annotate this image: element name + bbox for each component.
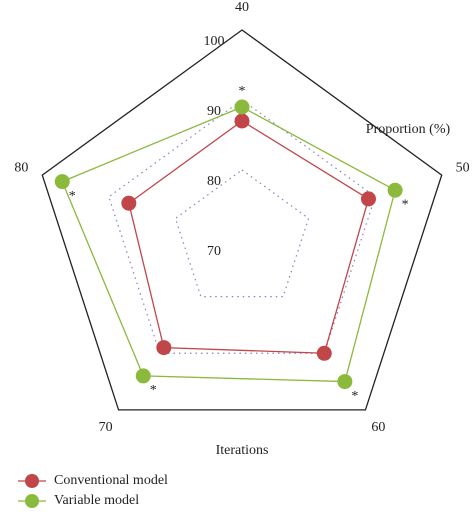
data-point bbox=[121, 195, 137, 211]
r-tick-label: 70 bbox=[207, 244, 221, 259]
series-line bbox=[61, 106, 396, 383]
data-point bbox=[156, 340, 172, 356]
data-point bbox=[234, 99, 250, 115]
category-label: 80 bbox=[14, 161, 28, 176]
data-point bbox=[234, 113, 250, 129]
annotation: * bbox=[69, 189, 76, 204]
data-point bbox=[360, 191, 376, 207]
data-point bbox=[54, 174, 70, 190]
r-tick-label: 80 bbox=[207, 174, 221, 189]
annotation: * bbox=[402, 197, 409, 212]
legend-label: Conventional model bbox=[54, 473, 168, 488]
legend-marker bbox=[25, 494, 39, 508]
data-point bbox=[135, 368, 151, 384]
legend-marker bbox=[25, 474, 39, 488]
series-line bbox=[128, 120, 370, 354]
r-tick-label: 90 bbox=[207, 104, 221, 119]
grid-ring bbox=[174, 169, 310, 298]
value-axis-label: Proportion (%) bbox=[366, 122, 451, 137]
category-label: 60 bbox=[371, 420, 385, 435]
category-label: 50 bbox=[456, 161, 470, 176]
data-point bbox=[337, 374, 353, 390]
annotation: * bbox=[150, 383, 157, 398]
r-tick-label: 100 bbox=[204, 34, 225, 49]
legend-label: Variable model bbox=[54, 493, 139, 508]
data-point bbox=[316, 345, 332, 361]
category-label: 70 bbox=[99, 420, 113, 435]
grid-ring bbox=[41, 29, 443, 411]
category-label: 40 bbox=[235, 0, 249, 15]
data-point bbox=[387, 182, 403, 198]
annotation: * bbox=[239, 84, 246, 99]
annotation: * bbox=[351, 389, 358, 404]
category-axis-label: Iterations bbox=[216, 443, 269, 458]
